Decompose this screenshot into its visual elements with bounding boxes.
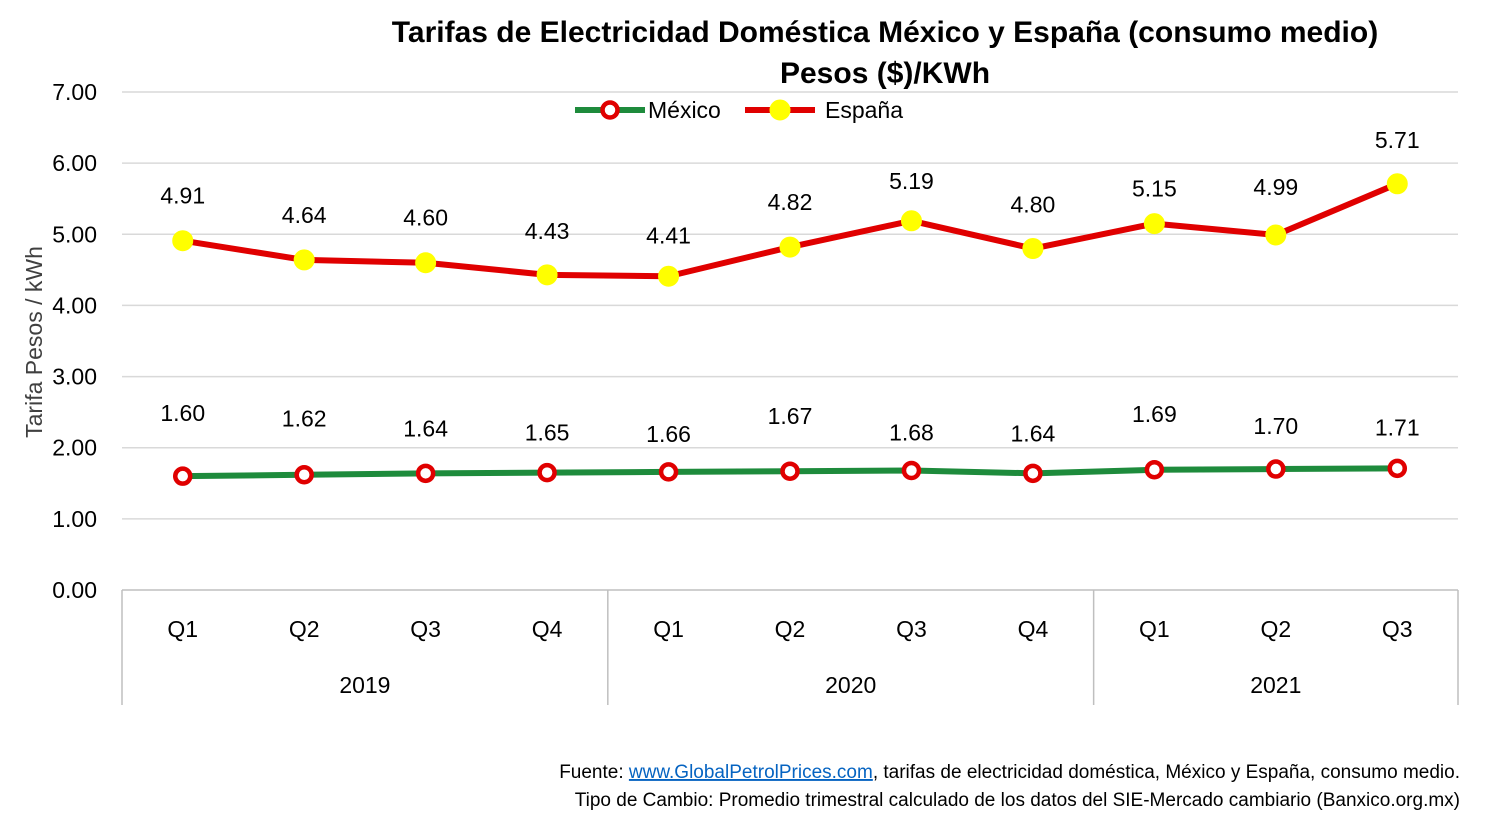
source-prefix: Fuente:: [559, 762, 629, 783]
y-axis-ticks: 0.00 1.00 2.00 3.00 4.00 5.00 6.00 7.00: [52, 79, 97, 603]
data-point-España-1: [293, 249, 315, 271]
data-label-México-3: 1.65: [525, 420, 570, 446]
data-label-México-4: 1.66: [646, 421, 691, 447]
x-tick-label-9: Q2: [1260, 616, 1291, 642]
data-point-España-5: [779, 236, 801, 258]
y-tick-label-5: 5.00: [52, 221, 97, 247]
data-point-México-5: [780, 461, 800, 481]
y-tick-label-1: 1.00: [52, 506, 97, 532]
y-tick-label-2: 2.00: [52, 435, 97, 461]
data-point-México-2: [415, 463, 436, 484]
data-point-México-7: [1023, 463, 1043, 484]
x-tick-label-4: Q1: [653, 616, 684, 642]
data-point-México-8: [1144, 460, 1165, 480]
x-tick-label-0: Q1: [167, 616, 198, 642]
year-label-2021: 2021: [1250, 672, 1301, 698]
legend-swatch-marker-España: [769, 99, 791, 121]
data-label-México-10: 1.71: [1375, 414, 1420, 440]
x-tick-label-1: Q2: [289, 616, 320, 642]
data-point-España-0: [172, 230, 194, 252]
data-point-España-8: [1143, 213, 1165, 235]
data-point-España-2: [415, 252, 437, 274]
data-label-España-8: 5.15: [1132, 176, 1177, 202]
x-tick-label-6: Q3: [896, 616, 927, 642]
x-axis: 2019 2020 2021 Q1 Q2 Q3 Q4 Q1 Q2 Q3 Q4 Q1 Q2 Q3: [121, 590, 1459, 705]
data-point-España-6: [900, 210, 922, 232]
data-point-España-10: [1386, 173, 1408, 195]
data-label-México-1: 1.62: [282, 406, 327, 432]
data-label-México-8: 1.69: [1132, 401, 1177, 427]
data-label-México-7: 1.64: [1011, 420, 1056, 446]
data-point-México-1: [294, 464, 314, 485]
year-label-2020: 2020: [825, 672, 876, 698]
data-label-España-10: 5.71: [1375, 127, 1420, 153]
x-tick-label-10: Q3: [1382, 616, 1413, 642]
legend-label-México: México: [648, 97, 721, 123]
data-label-México-5: 1.67: [768, 403, 813, 429]
footer: Fuente: www.GlobalPetrolPrices.com, tari…: [559, 762, 1460, 811]
x-tick-label-3: Q4: [532, 616, 563, 642]
source-suffix: , tarifas de electricidad doméstica, Méx…: [873, 762, 1460, 783]
data-label-España-2: 4.60: [403, 205, 448, 231]
exchange-rate-note: Tipo de Cambio: Promedio trimestral calc…: [575, 790, 1460, 811]
data-label-México-6: 1.68: [889, 419, 934, 445]
data-label-España-3: 4.43: [525, 218, 570, 244]
data-label-España-7: 4.80: [1011, 192, 1056, 218]
series-México: 1.60 1.62 1.64 1.65 1.66 1.67 1.68 1.64 1.69 1.70…: [160, 400, 1420, 486]
data-label-España-5: 4.82: [768, 189, 813, 215]
legend-item-México: México: [575, 97, 721, 123]
data-label-España-4: 4.41: [646, 222, 691, 248]
source-note: Fuente: www.GlobalPetrolPrices.com, tari…: [559, 762, 1460, 783]
data-point-México-3: [537, 462, 557, 483]
y-axis-label: Tarifa Pesos / kWh: [21, 246, 47, 438]
data-point-México-4: [658, 462, 679, 482]
data-label-México-2: 1.64: [403, 415, 448, 441]
data-point-México-10: [1387, 458, 1408, 479]
series-layer: 1.60 1.62 1.64 1.65 1.66 1.67 1.68 1.64 1.69 1.70…: [160, 127, 1420, 486]
x-tick-label-7: Q4: [1018, 616, 1049, 642]
data-point-España-9: [1265, 224, 1287, 246]
x-tick-label-5: Q2: [775, 616, 806, 642]
legend-label-España: España: [825, 97, 903, 123]
legend-item-España: España: [745, 97, 903, 123]
data-label-España-0: 4.91: [160, 183, 205, 209]
y-tick-label-0: 0.00: [52, 577, 97, 603]
data-point-España-3: [536, 264, 558, 286]
y-tick-label-4: 4.00: [52, 292, 97, 318]
data-label-España-1: 4.64: [282, 202, 327, 228]
chart-subtitle: Pesos ($)/KWh: [780, 57, 990, 90]
data-label-España-9: 4.99: [1253, 174, 1298, 200]
source-link[interactable]: www.GlobalPetrolPrices.com: [628, 762, 873, 783]
series-España: 4.91 4.64 4.60 4.43 4.41 4.82 5.19 4.80 5.15 4.99…: [160, 127, 1420, 287]
chart-title: Tarifas de Electricidad Doméstica México…: [392, 16, 1378, 49]
data-point-México-6: [901, 460, 922, 481]
data-point-México-9: [1266, 459, 1286, 479]
x-tick-label-8: Q1: [1139, 616, 1170, 642]
legend: México España: [575, 97, 903, 123]
gridlines: [122, 91, 1458, 591]
x-tick-label-2: Q3: [410, 616, 441, 642]
data-point-España-7: [1022, 238, 1044, 260]
y-tick-label-6: 6.00: [52, 150, 97, 176]
data-label-México-0: 1.60: [160, 400, 205, 426]
legend-swatch-marker-México: [600, 100, 620, 120]
year-label-2019: 2019: [339, 672, 390, 698]
data-point-México-0: [172, 466, 193, 486]
y-tick-label-7: 7.00: [52, 79, 97, 105]
data-label-España-6: 5.19: [889, 168, 934, 194]
data-point-España-4: [658, 265, 680, 287]
y-tick-label-3: 3.00: [52, 364, 97, 390]
data-label-México-9: 1.70: [1253, 413, 1298, 439]
